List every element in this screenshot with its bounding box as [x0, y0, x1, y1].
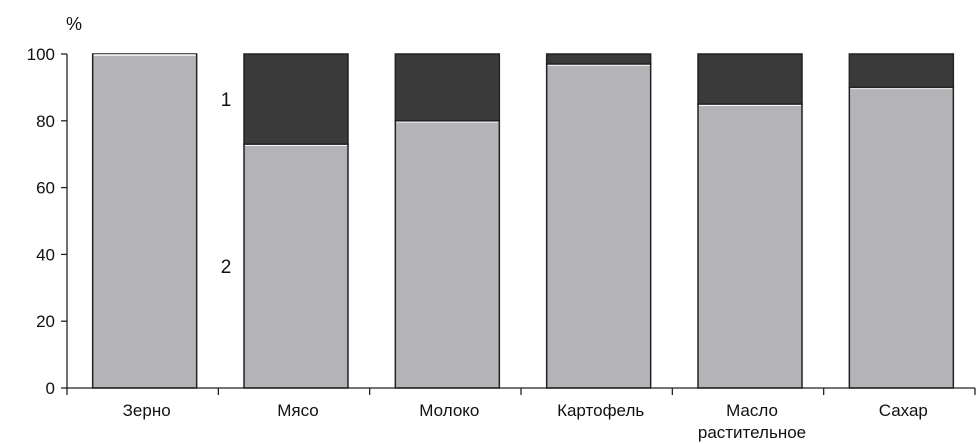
y-tick-label: 20 — [36, 312, 55, 331]
x-category-label: Мясо — [277, 401, 319, 420]
bar-segment — [697, 103, 803, 389]
bar-segment — [91, 53, 198, 389]
y-tick-label: 40 — [36, 245, 55, 264]
x-category-label: растительное — [698, 423, 806, 442]
x-category-label: Картофель — [557, 401, 644, 420]
x-category-label: Масло — [726, 401, 778, 420]
x-category-label: Сахар — [879, 401, 928, 420]
labels-layer: 0 20 40 60 80 100 Зерно Мясо Молоко Картофель Масл… — [27, 45, 928, 442]
bar-segment — [848, 53, 955, 89]
y-tick-label: 0 — [46, 379, 55, 398]
y-axis-unit-label: % — [66, 14, 82, 34]
x-category-label: Молоко — [419, 401, 479, 420]
bar-segment — [243, 53, 349, 145]
bars-layer — [91, 53, 955, 389]
bar-segment — [394, 53, 501, 122]
bar-segment — [545, 63, 652, 389]
bar-segment — [394, 120, 501, 389]
y-tick-label: 80 — [36, 112, 55, 131]
x-category-label: Зерно — [123, 401, 171, 420]
bar-segment — [545, 53, 652, 65]
y-tick-label: 60 — [36, 179, 55, 198]
bar-segment — [243, 143, 349, 389]
series-marker-label: 2 — [221, 257, 232, 278]
series-marker-label: 1 — [221, 90, 232, 111]
y-tick-label: 100 — [27, 45, 55, 64]
axes-layer — [61, 53, 976, 395]
bar-segment — [848, 86, 955, 389]
bar-segment — [697, 53, 803, 105]
